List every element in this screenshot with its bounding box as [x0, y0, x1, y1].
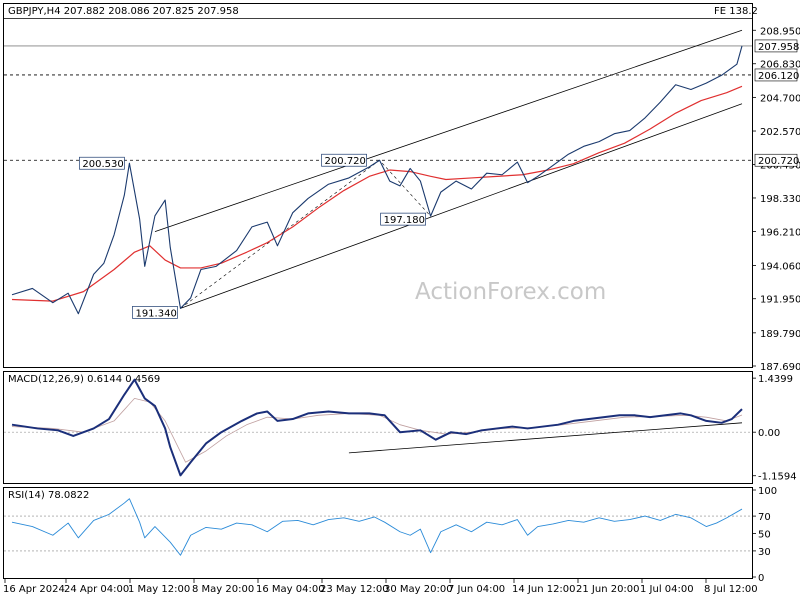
price-y-tick-label: 191.950 [760, 295, 800, 306]
rsi-y-tick-label: 0 [758, 573, 764, 584]
x-tick-label: 1 Jul 04:00 [640, 584, 694, 595]
price-line [11, 45, 743, 315]
x-tick-label: 21 Jun 20:00 [576, 584, 640, 595]
price-y-tick-label: 194.060 [760, 261, 800, 272]
x-tick-label: 8 Jul 12:00 [704, 584, 758, 595]
macd-title: MACD(12,26,9) 0.6144 0.4569 [8, 374, 160, 385]
price-annotation: 200.530 [82, 159, 123, 170]
x-tick-label: 24 Apr 04:00 [64, 584, 129, 595]
macd-panel: 1.4399 0.00 -1.1594 [4, 374, 797, 483]
x-tick-label: 30 May 20:00 [384, 584, 453, 595]
rsi-y-tick-label: 30 [758, 547, 771, 558]
moving-average-line [11, 85, 743, 302]
channel-line [154, 29, 743, 232]
x-tick-label: 23 May 12:00 [320, 584, 389, 595]
x-tick-label: 1 May 12:00 [128, 584, 190, 595]
x-tick-label: 16 May 04:00 [256, 584, 325, 595]
rsi-y-tick-label: 50 [758, 530, 771, 541]
price-panel: 208.950206.830204.700202.570200.450198.3… [4, 26, 800, 373]
price-y-tick-label: 204.700 [760, 93, 800, 104]
price-annotation-box [380, 212, 426, 226]
price-annotation-box [321, 153, 367, 167]
rsi-y-tick-label: 70 [758, 512, 771, 523]
price-level-tag: 200.720 [758, 156, 799, 167]
x-tick-label: 8 May 20:00 [192, 584, 254, 595]
x-tick-label: 7 Jun 04:00 [448, 584, 505, 595]
rsi-panel-frame [3, 487, 753, 579]
price-annotation-box [132, 306, 178, 319]
symbol-ohlc-header: GBPJPY,H4 207.882 208.086 207.825 207.95… [8, 6, 239, 17]
price-annotation: 197.180 [384, 215, 425, 226]
rsi-y-tick-label: 100 [758, 486, 777, 497]
watermark: ActionForex.com [415, 279, 606, 305]
x-tick-label: 16 Apr 2024 [3, 584, 65, 595]
price-level-tag-box [754, 39, 798, 53]
x-tick-label: 14 Jun 12:00 [512, 584, 576, 595]
price-y-tick-label: 206.830 [760, 60, 800, 71]
price-annotation-box [79, 156, 125, 170]
rsi-panel: 100 70 50 30 0 [4, 486, 777, 584]
macd-line [11, 378, 743, 477]
macd-y-tick-label: 1.4399 [758, 374, 793, 385]
macd-trendline [348, 422, 743, 454]
rsi-title: RSI(14) 78.0822 [8, 490, 89, 501]
rsi-line [11, 498, 743, 556]
price-level-tag: 207.958 [758, 42, 799, 53]
price-y-tick-label: 202.570 [760, 127, 800, 138]
price-panel-frame [3, 3, 753, 368]
fe-label: FE 138.2 [714, 6, 758, 17]
channel-line [180, 103, 743, 309]
price-y-tick-label: 208.950 [760, 26, 800, 37]
macd-y-tick-label: 0.00 [758, 428, 780, 439]
macd-y-tick-label: -1.1594 [758, 472, 797, 483]
macd-panel-frame [3, 371, 753, 484]
price-y-tick-label: 198.330 [760, 194, 800, 205]
price-level-tag-box [754, 68, 798, 82]
price-annotation: 191.340 [135, 308, 176, 319]
price-level-tag: 206.120 [758, 71, 799, 82]
price-y-tick-label: 187.690 [760, 362, 800, 373]
price-y-tick-label: 196.210 [760, 227, 800, 238]
price-y-tick-label: 189.790 [760, 329, 800, 340]
x-axis: 16 Apr 2024 24 Apr 04:001 May 12:00 8 May … [3, 579, 758, 595]
price-annotation: 200.720 [325, 156, 366, 167]
price-level-tag-box [754, 153, 798, 167]
